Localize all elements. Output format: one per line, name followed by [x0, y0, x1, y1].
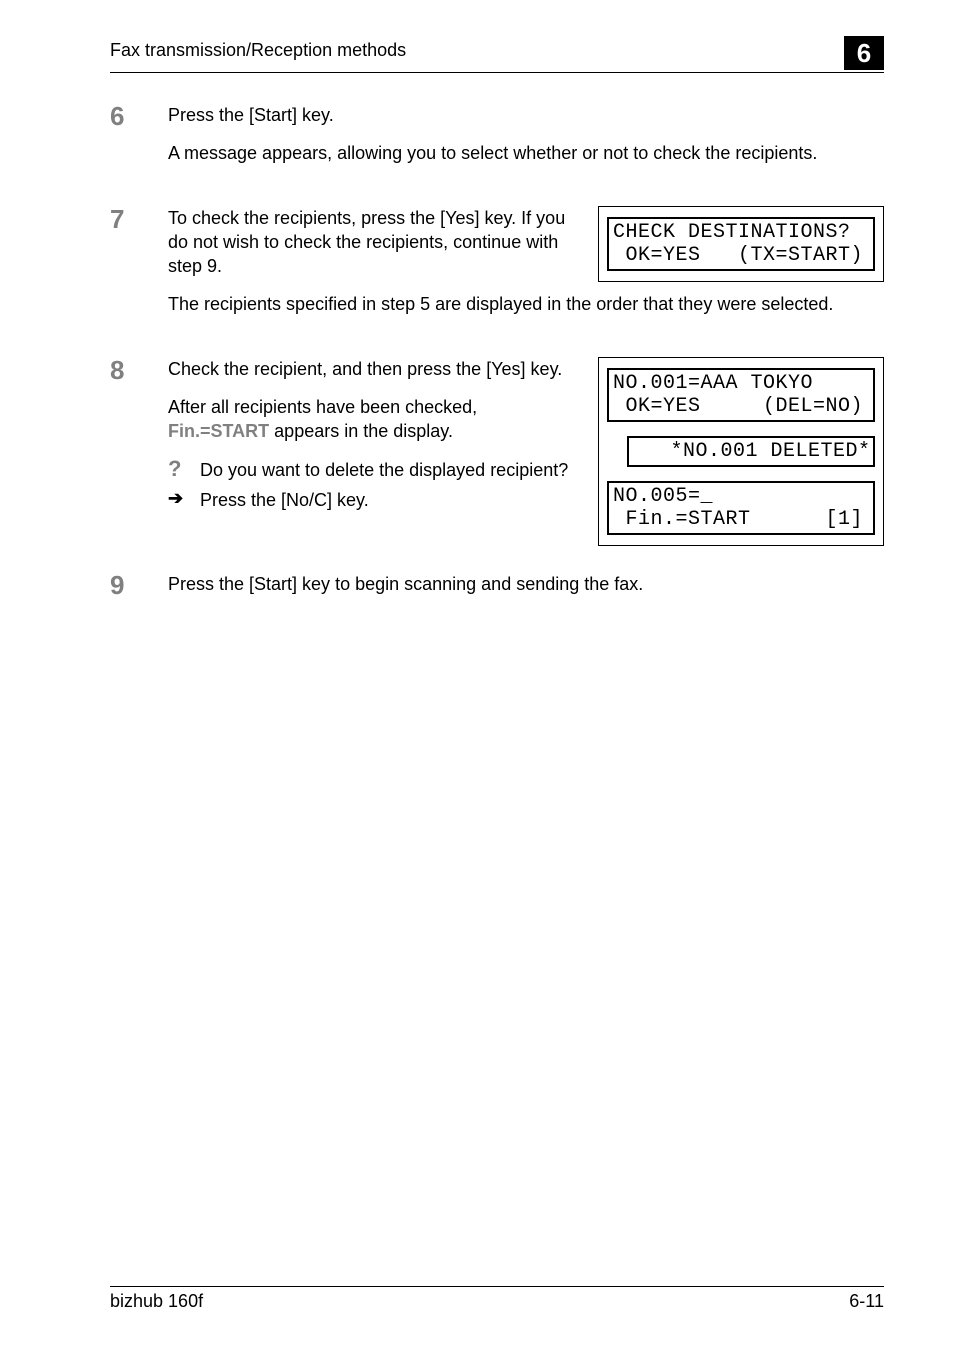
- lcd-line: OK=YES (DEL=NO): [613, 395, 863, 418]
- lcd-line: NO.001=AAA TOKYO: [613, 372, 813, 395]
- step-8: 8 Check the recipient, and then press th…: [110, 357, 884, 546]
- qa-text: Do you want to delete the displayed reci…: [200, 458, 582, 482]
- lcd-display: NO.005=_ Fin.=START [1]: [607, 481, 875, 535]
- step-text: The recipients specified in step 5 are d…: [168, 292, 884, 316]
- lcd-panel-stack: NO.001=AAA TOKYO OK=YES (DEL=NO) *NO.001…: [598, 357, 884, 546]
- step-body: Press the [Start] key to begin scanning …: [168, 572, 884, 610]
- step-number: 6: [110, 103, 168, 180]
- lcd-line: *NO.001 DELETED*: [633, 440, 871, 463]
- lcd-line: OK=YES (TX=START): [613, 244, 863, 267]
- qa-block: ? Do you want to delete the displayed re…: [168, 458, 582, 513]
- qa-answer: ➔ Press the [No/C] key.: [168, 488, 582, 512]
- step-body: To check the recipients, press the [Yes]…: [168, 206, 884, 331]
- lcd-panel: CHECK DESTINATIONS? OK=YES (TX=START): [598, 206, 884, 282]
- page-footer: bizhub 160f 6-11: [110, 1286, 884, 1312]
- page-header: Fax transmission/Reception methods 6: [110, 40, 884, 73]
- step-number: 9: [110, 572, 168, 610]
- step-text: After all recipients have been checked, …: [168, 395, 582, 444]
- lcd-line: CHECK DESTINATIONS?: [613, 221, 851, 244]
- page: Fax transmission/Reception methods 6 6 P…: [0, 0, 954, 1352]
- lcd-line: Fin.=START [1]: [613, 508, 863, 531]
- footer-right: 6-11: [849, 1291, 884, 1312]
- step-number: 8: [110, 357, 168, 546]
- step-7: 7 To check the recipients, press the [Ye…: [110, 206, 884, 331]
- step-9: 9 Press the [Start] key to begin scannin…: [110, 572, 884, 610]
- step-text: A message appears, allowing you to selec…: [168, 141, 884, 165]
- step-text: Press the [Start] key.: [168, 103, 884, 127]
- step-body: Press the [Start] key. A message appears…: [168, 103, 884, 180]
- step-text: To check the recipients, press the [Yes]…: [168, 206, 582, 279]
- arrow-icon: ➔: [168, 488, 190, 510]
- step-number: 7: [110, 206, 168, 331]
- qa-text: Press the [No/C] key.: [200, 488, 582, 512]
- lcd-line: NO.005=_: [613, 485, 713, 508]
- chapter-number: 6: [844, 36, 884, 70]
- step-6: 6 Press the [Start] key. A message appea…: [110, 103, 884, 180]
- lcd-display: NO.001=AAA TOKYO OK=YES (DEL=NO): [607, 368, 875, 422]
- lcd-display: *NO.001 DELETED*: [627, 436, 875, 467]
- step-text: Press the [Start] key to begin scanning …: [168, 572, 884, 596]
- lcd-display: CHECK DESTINATIONS? OK=YES (TX=START): [607, 217, 875, 271]
- emphasis-text: Fin.=START: [168, 421, 269, 441]
- header-title: Fax transmission/Reception methods: [110, 40, 406, 61]
- step-body: Check the recipient, and then press the …: [168, 357, 884, 546]
- question-icon: ?: [168, 458, 190, 480]
- step-text: Check the recipient, and then press the …: [168, 357, 582, 381]
- qa-question: ? Do you want to delete the displayed re…: [168, 458, 582, 482]
- footer-left: bizhub 160f: [110, 1291, 203, 1312]
